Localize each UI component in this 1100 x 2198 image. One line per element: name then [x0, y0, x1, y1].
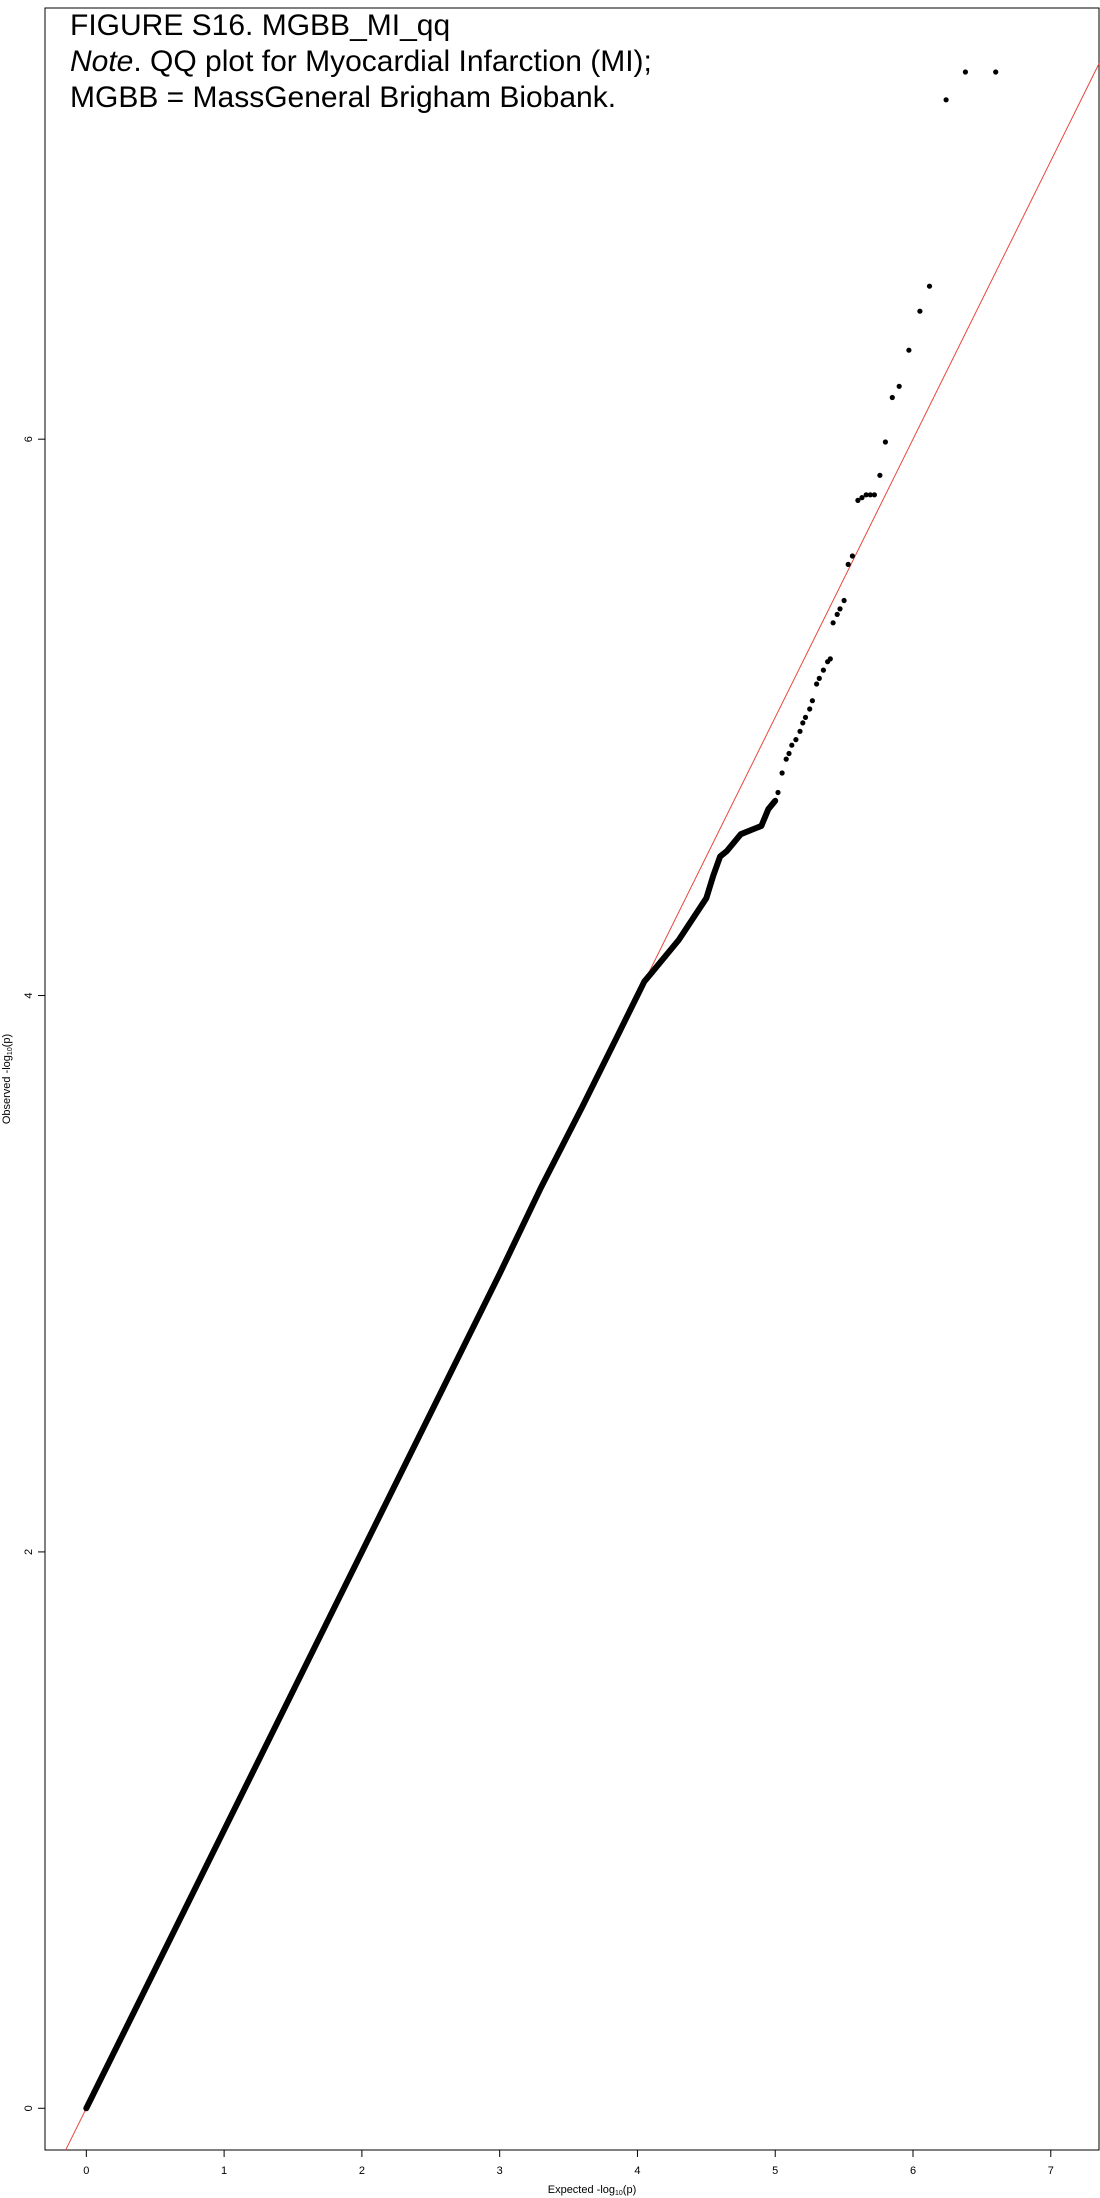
data-point-33: [926, 283, 933, 289]
x-tick-label-3: 3: [497, 2165, 503, 2177]
data-point-31: [906, 347, 912, 353]
data-point-9: [807, 706, 813, 712]
x-axis: 0 1 2 3 4 5 6 7: [83, 2150, 1054, 2177]
data-point-7: [800, 720, 806, 726]
data-point-6: [797, 728, 803, 734]
data-point-20: [845, 561, 851, 568]
x-tick-label-4: 4: [634, 2165, 640, 2177]
note-label: Note: [70, 45, 134, 78]
y-axis-title: Observed -log10(p): [1, 1034, 14, 1124]
y-tick-label-6: 6: [23, 436, 35, 442]
x-tick-label-7: 7: [1048, 2165, 1054, 2177]
y-axis: 0 2 4 6: [23, 436, 45, 2111]
data-point-15: [827, 656, 833, 662]
data-point-32: [917, 308, 923, 314]
figure-title: FIGURE S16. MGBB_MI_qq: [70, 9, 451, 42]
data-point-19: [841, 597, 847, 604]
figure-note: Note. QQ plot for Myocardial Infarction …: [70, 44, 652, 80]
data-point-10: [809, 698, 816, 704]
data-point-25: [867, 492, 873, 498]
data-point-11: [814, 681, 820, 687]
x-axis-title: Expected -log10(p): [548, 2184, 637, 2197]
data-point-24: [863, 492, 869, 498]
data-point-21: [849, 553, 856, 559]
data-point-35: [962, 69, 969, 75]
data-point-27: [877, 472, 883, 478]
data-point-29: [889, 394, 895, 401]
data-point-16: [830, 620, 836, 626]
plot-frame: [44, 7, 1100, 2151]
data-point-4: [789, 742, 795, 748]
points-layer: [83, 69, 999, 2112]
data-point-30: [896, 383, 902, 389]
data-point-23: [859, 495, 865, 501]
data-point-8: [802, 714, 809, 721]
x-tick-label-2: 2: [359, 2165, 365, 2177]
x-tick-label-5: 5: [772, 2165, 778, 2177]
y-tick-label-2: 2: [23, 1549, 35, 1555]
data-point-1: [779, 770, 785, 776]
data-point-22: [855, 497, 861, 503]
note-text: . QQ plot for Myocardial Infarction (MI)…: [133, 45, 652, 78]
data-point-2: [783, 756, 789, 762]
data-point-17: [834, 611, 840, 618]
y-tick-label-4: 4: [23, 992, 35, 998]
data-point-18: [837, 606, 843, 612]
data-point-34: [943, 97, 949, 103]
data-point-12: [816, 675, 822, 682]
data-point-26: [871, 492, 878, 498]
x-tick-label-1: 1: [221, 2165, 227, 2177]
data-point-5: [793, 737, 799, 743]
dense-points-band: [83, 797, 779, 2112]
data-point-13: [820, 667, 827, 673]
y-tick-label-0: 0: [23, 2105, 35, 2111]
figure-note-line2: MGBB = MassGeneral Brigham Biobank.: [70, 81, 617, 114]
data-point-0: [775, 789, 781, 796]
data-point-36: [993, 69, 999, 75]
x-tick-label-6: 6: [910, 2165, 916, 2177]
data-point-3: [786, 750, 792, 757]
x-tick-label-0: 0: [83, 2165, 89, 2177]
figure-caption: FIGURE S16. MGBB_MI_qq Note. QQ plot for…: [70, 8, 652, 116]
data-point-28: [882, 439, 889, 445]
